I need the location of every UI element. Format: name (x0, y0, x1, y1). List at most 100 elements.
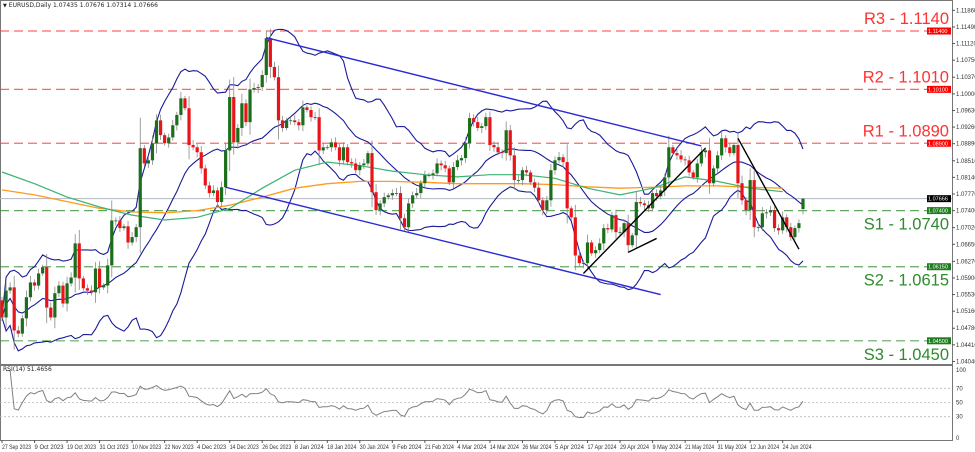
candle-body (232, 97, 236, 143)
candle (683, 156, 687, 166)
candle-body (114, 220, 118, 222)
dropdown-triangle-icon[interactable]: ▼ (3, 3, 7, 9)
candle (228, 79, 232, 172)
candle-body (337, 147, 342, 161)
candle (711, 165, 716, 187)
candle-body (703, 150, 708, 153)
candle (455, 155, 459, 171)
candle (122, 223, 126, 231)
candle (81, 275, 85, 291)
x-tick-label: 29 Apr 2024 (620, 445, 650, 451)
x-tick-label: 24 Jun 2024 (783, 445, 813, 451)
candle (695, 158, 699, 183)
candle (93, 262, 98, 303)
candle (691, 170, 695, 180)
candle (350, 158, 354, 168)
candle-body (577, 255, 581, 264)
candle-body (154, 120, 159, 144)
candle (459, 154, 464, 166)
candle (756, 223, 760, 232)
candle-body (97, 268, 102, 288)
candle (183, 95, 187, 111)
candle (463, 137, 468, 163)
candle (744, 197, 748, 216)
candle-body (626, 223, 630, 246)
channel-line[interactable] (266, 37, 702, 147)
level-label-r3: R3 - 1.1140 (864, 10, 949, 28)
candle (411, 191, 415, 208)
y-tick-label: 1.09260 (956, 125, 975, 131)
candle (707, 137, 712, 194)
candle-body (41, 267, 45, 274)
candle-body (236, 127, 240, 143)
candle (264, 30, 268, 83)
candle (341, 142, 346, 165)
candle (309, 106, 313, 122)
candle-body (195, 147, 199, 153)
candle-body (602, 228, 606, 244)
candle (394, 187, 399, 197)
candle (199, 146, 203, 174)
candle-body (675, 153, 679, 156)
rsi-tick-label: 30 (956, 415, 963, 421)
y-tick-label: 1.07020 (956, 226, 975, 232)
x-tick-label: 8 Jan 2024 (295, 445, 325, 451)
candle (496, 142, 500, 156)
candle-body (691, 172, 695, 178)
candle (740, 175, 744, 205)
candle-body (573, 217, 577, 256)
candle (785, 214, 789, 233)
candle-body (736, 145, 740, 184)
candle-body (533, 182, 537, 188)
y-tick-label: 1.05160 (956, 309, 975, 315)
candle (528, 170, 533, 185)
candle (248, 78, 252, 135)
candle-body (524, 170, 529, 173)
y-tick-label: 1.04780 (956, 326, 975, 332)
x-tick-label: 10 Nov 2023 (132, 445, 162, 451)
candle-body (748, 180, 752, 211)
candle-body (553, 160, 557, 171)
candle (573, 204, 577, 271)
trendlines[interactable] (225, 37, 800, 296)
candle-body (382, 197, 386, 204)
rsi-pane (0, 370, 952, 418)
channel-line[interactable] (225, 186, 661, 296)
candle (484, 112, 488, 130)
candle-body (655, 193, 659, 197)
y-tick-label: 1.09630 (956, 108, 975, 114)
candle (150, 135, 155, 165)
candle (16, 326, 20, 338)
candle-body (500, 152, 504, 154)
candle (179, 91, 183, 121)
candle (256, 84, 260, 94)
candle (301, 100, 305, 132)
candle (85, 284, 89, 295)
candle (565, 144, 569, 224)
candle-body (317, 117, 321, 151)
candle-body (264, 38, 268, 76)
candle (126, 221, 130, 249)
candle (768, 205, 773, 217)
candle-body (85, 288, 89, 291)
trend-line[interactable] (582, 147, 706, 274)
candle-body (203, 168, 207, 186)
level-label-r1: R1 - 1.0890 (863, 122, 949, 140)
candle (171, 119, 175, 141)
candle (671, 144, 675, 156)
candle-body (102, 285, 106, 288)
candle-body (341, 147, 346, 161)
candle (28, 275, 33, 302)
candle-body (171, 125, 175, 138)
candle-body (614, 215, 618, 233)
candle (435, 158, 439, 177)
candle-body (309, 110, 313, 118)
candle-body (150, 143, 155, 161)
trend-line[interactable] (627, 237, 657, 253)
trend-line[interactable] (737, 137, 800, 250)
candle-body (756, 227, 760, 229)
candle (557, 152, 561, 164)
candle (516, 174, 520, 184)
candle-body (394, 193, 399, 194)
